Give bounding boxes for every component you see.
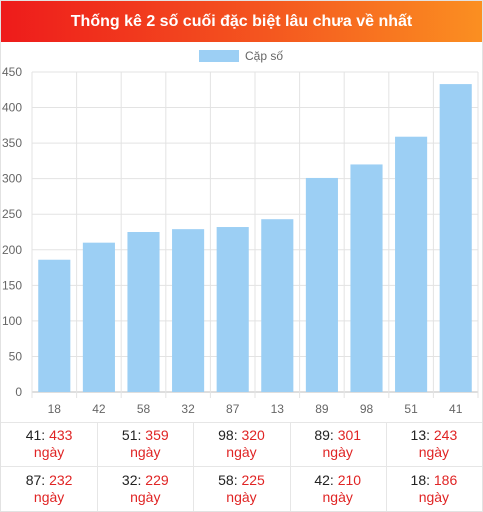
x-tick-label: 87 bbox=[226, 402, 240, 416]
bar bbox=[395, 136, 428, 392]
stat-days: 359 bbox=[145, 427, 169, 443]
stat-unit: ngày bbox=[226, 444, 257, 460]
stat-number: 32: bbox=[121, 472, 146, 488]
stat-days: 433 bbox=[49, 427, 73, 443]
y-tick-label: 200 bbox=[2, 243, 22, 257]
stat-number: 51: bbox=[121, 427, 146, 443]
stat-days: 232 bbox=[49, 472, 73, 488]
stats-table: 41: 433 ngày 51: 359 ngày 98: 320 ngày 89: 301… bbox=[1, 422, 482, 511]
stat-cell: 32: 229 ngày bbox=[97, 467, 193, 511]
stat-cell: 18: 186 ngày bbox=[386, 467, 482, 511]
stat-unit: ngày bbox=[130, 489, 161, 505]
x-tick-label: 42 bbox=[92, 402, 106, 416]
bar bbox=[350, 164, 383, 392]
bar bbox=[127, 232, 160, 392]
stat-number: 58: bbox=[218, 472, 242, 488]
stat-number: 98: bbox=[218, 427, 242, 443]
x-tick-label: 98 bbox=[360, 402, 374, 416]
stat-number: 87: bbox=[25, 472, 50, 488]
stat-days: 229 bbox=[145, 472, 169, 488]
stat-days: 225 bbox=[241, 472, 265, 488]
bar bbox=[38, 259, 71, 392]
stat-unit: ngày bbox=[130, 444, 161, 460]
stats-row: 87: 232 ngày 32: 229 ngày 58: 225 ngày 42: 210… bbox=[1, 467, 482, 511]
stat-number: 13: bbox=[410, 427, 434, 443]
y-tick-label: 150 bbox=[2, 278, 22, 292]
stat-unit: ngày bbox=[33, 489, 65, 505]
bar bbox=[82, 242, 115, 392]
stat-cell: 13: 243 ngày bbox=[386, 422, 482, 466]
stat-unit: ngày bbox=[418, 444, 450, 460]
y-tick-label: 50 bbox=[9, 349, 23, 363]
stat-unit: ngày bbox=[33, 444, 65, 460]
stat-unit: ngày bbox=[322, 444, 353, 460]
stat-cell: 41: 433 ngày bbox=[1, 422, 97, 466]
y-tick-label: 300 bbox=[2, 172, 22, 186]
y-tick-label: 0 bbox=[15, 385, 22, 399]
stats-divider bbox=[1, 422, 482, 423]
x-tick-label: 13 bbox=[271, 402, 285, 416]
chart-title: Thống kê 2 số cuối đặc biệt lâu chưa về … bbox=[70, 12, 413, 30]
stat-number: 42: bbox=[314, 472, 338, 488]
stat-unit: ngày bbox=[322, 489, 353, 505]
x-tick-label: 18 bbox=[48, 402, 62, 416]
stat-unit: ngày bbox=[418, 489, 450, 505]
x-tick-label: 58 bbox=[137, 402, 151, 416]
x-tick-label: 51 bbox=[404, 402, 418, 416]
stat-cell: 98: 320 ngày bbox=[193, 422, 289, 466]
bar-chart: Cặp số 0 50 100 150 200 250 300 350 400 450 18 42 58 3… bbox=[2, 49, 479, 416]
bar bbox=[216, 227, 249, 392]
x-tick-label: 89 bbox=[315, 402, 329, 416]
stat-number: 18: bbox=[410, 472, 434, 488]
bar bbox=[261, 219, 294, 392]
y-tick-label: 450 bbox=[2, 65, 22, 79]
stat-number: 41: bbox=[25, 427, 50, 443]
stat-days: 301 bbox=[337, 427, 362, 443]
stat-cell: 58: 225 ngày bbox=[193, 467, 289, 511]
stat-days: 243 bbox=[433, 427, 458, 443]
bar bbox=[172, 229, 205, 392]
stat-cell: 89: 301 ngày bbox=[290, 422, 386, 466]
stat-days: 186 bbox=[433, 472, 458, 488]
x-tick-label: 41 bbox=[449, 402, 463, 416]
bar bbox=[439, 84, 472, 392]
stats-row: 41: 433 ngày 51: 359 ngày 98: 320 ngày 89: 301… bbox=[1, 422, 482, 466]
stat-unit: ngày bbox=[226, 489, 257, 505]
stat-cell: 51: 359 ngày bbox=[97, 422, 193, 466]
y-tick-label: 100 bbox=[2, 314, 22, 328]
y-tick-label: 250 bbox=[2, 207, 22, 221]
stat-cell: 87: 232 ngày bbox=[1, 467, 97, 511]
chart-header: Thống kê 2 số cuối đặc biệt lâu chưa về … bbox=[1, 1, 482, 42]
stats-divider bbox=[1, 466, 482, 467]
stat-days: 320 bbox=[241, 427, 265, 443]
stat-cell: 42: 210 ngày bbox=[290, 467, 386, 511]
bar bbox=[305, 177, 338, 392]
stat-number: 89: bbox=[314, 427, 338, 443]
x-tick-label: 32 bbox=[181, 402, 195, 416]
stat-days: 210 bbox=[337, 472, 362, 488]
legend-label: Cặp số bbox=[245, 49, 283, 63]
y-tick-label: 400 bbox=[2, 101, 22, 115]
legend-swatch bbox=[199, 50, 239, 62]
y-tick-label: 350 bbox=[2, 136, 22, 150]
